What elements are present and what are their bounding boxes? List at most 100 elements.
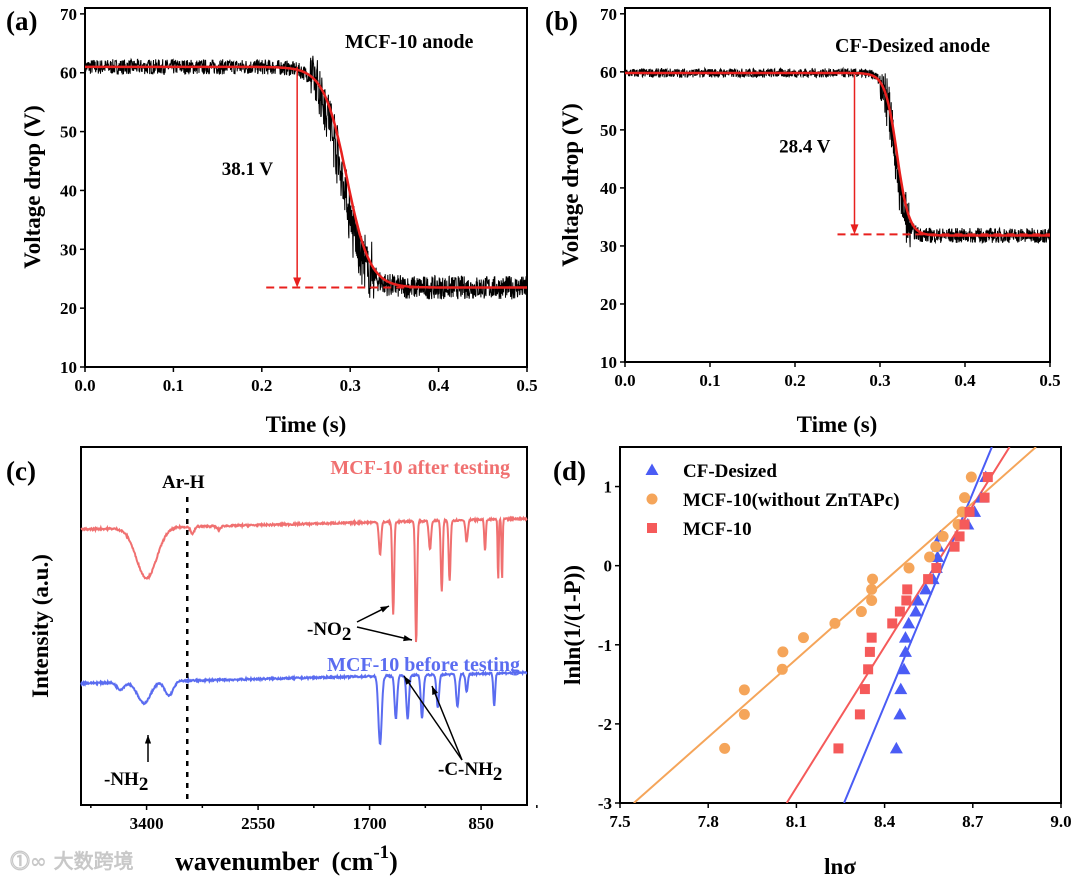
data-point-square	[864, 646, 875, 657]
data-point-triangle	[894, 682, 908, 695]
data-point-square	[866, 632, 877, 643]
legend-marker-square-icon	[647, 523, 657, 533]
annotation-arrow-head-icon	[403, 635, 412, 642]
x-tick-label: 9.0	[1050, 812, 1071, 831]
nh2-label: -NH2	[104, 769, 148, 795]
series-measured-line	[84, 55, 528, 300]
series-fit-line	[625, 71, 1050, 237]
no2-text: -NO	[307, 619, 342, 640]
spectrum-before-testing	[80, 669, 528, 746]
fit-line-square	[785, 447, 1011, 803]
y-tick-label: 40	[60, 181, 77, 200]
data-point-triangle	[919, 582, 933, 595]
y-tick-label: 70	[60, 5, 77, 24]
legend-after-testing: MCF-10 after testing	[330, 457, 510, 479]
data-point-square	[982, 472, 993, 483]
nh2-sub: 2	[139, 774, 149, 795]
y-tick-label: -2	[598, 715, 612, 734]
panel-b-frame	[624, 7, 1051, 363]
panel-a-ylabel: Voltage drop (V)	[20, 105, 45, 269]
x-tick-label: 0.1	[163, 376, 184, 395]
panel-b-xlabel: Time (s)	[797, 412, 878, 437]
data-point-square	[901, 595, 912, 606]
fit-line-triangle	[843, 447, 993, 803]
annotation-arrow-head-icon	[380, 606, 389, 613]
data-point-square	[859, 684, 870, 695]
spectrum-after-testing	[80, 515, 528, 643]
panel-a-frame	[84, 7, 528, 368]
data-point-circle	[937, 530, 949, 542]
series-fit-line	[85, 65, 527, 289]
data-point-triangle	[909, 605, 923, 617]
data-point-square	[863, 664, 874, 675]
data-point-circle	[829, 617, 841, 629]
x-tick-label: 2550	[241, 814, 275, 833]
y-tick-label: 40	[600, 179, 617, 198]
y-tick-label: -3	[598, 794, 612, 813]
data-point-circle	[738, 684, 750, 696]
y-tick-label: 70	[600, 5, 617, 24]
data-point-square	[964, 506, 975, 517]
no2-sub: 2	[342, 624, 352, 645]
x-tick-label: 0.0	[614, 371, 635, 390]
y-tick-label: 20	[60, 299, 77, 318]
legend-marker-triangle-icon	[645, 463, 659, 475]
data-point-circle	[866, 594, 878, 606]
panel-label-b: (b)	[545, 6, 578, 36]
y-tick-label: 20	[600, 295, 617, 314]
x-tick-label: 7.5	[609, 812, 630, 831]
data-point-circle	[867, 573, 879, 585]
panel-d-xlabel: lnσ	[824, 854, 856, 879]
annotation-arrow-line	[403, 675, 463, 761]
x-tick-label: 0.5	[516, 376, 537, 395]
x-tick-label: 850	[468, 814, 494, 833]
data-point-square	[959, 519, 970, 530]
voltage-drop-label: 28.4 V	[779, 137, 831, 158]
legend-label: MCF-10	[683, 519, 752, 540]
y-tick-label: 0	[604, 557, 613, 576]
x-tick-label: 0.4	[954, 371, 976, 390]
no2-label: -NO2	[307, 619, 351, 645]
panel-label-a: (a)	[6, 6, 37, 36]
x-tick-label: 0.0	[74, 376, 95, 395]
x-tick-label: 0.5	[1039, 371, 1060, 390]
data-point-square	[949, 541, 960, 552]
data-point-square	[954, 531, 965, 542]
x-tick-label: 0.3	[869, 371, 890, 390]
data-point-triangle	[902, 616, 916, 629]
panel-d-frame	[619, 446, 1062, 804]
y-tick-label: 30	[600, 237, 617, 256]
watermark-text: 大数跨境	[54, 849, 134, 873]
nh2-text: -NH	[104, 769, 139, 790]
cnh2-sub: 2	[493, 764, 503, 785]
voltage-drop-label: 38.1 V	[222, 159, 274, 180]
x-tick-label: 1700	[353, 814, 387, 833]
data-point-triangle	[893, 707, 907, 720]
data-point-triangle	[889, 741, 903, 754]
data-point-square	[902, 584, 913, 595]
data-point-square	[931, 563, 942, 574]
watermark: ⓵∞ 大数跨境	[10, 849, 134, 873]
data-point-circle	[903, 562, 915, 574]
data-point-square	[979, 492, 990, 503]
data-point-circle	[930, 541, 942, 553]
data-point-circle	[719, 742, 731, 754]
y-tick-label: 60	[600, 63, 617, 82]
data-point-circle	[965, 471, 977, 483]
legend-label: CF-Desized	[683, 461, 777, 482]
panel-b-ylabel: Voltage drop (V)	[558, 103, 583, 267]
panel-d-ylabel: lnln(1/(1-P))	[560, 565, 585, 685]
panel-c-ylabel: Intensity (a.u.)	[28, 554, 53, 698]
annotation-arrow-line	[431, 685, 463, 761]
cnh2-label: -C-NH2	[438, 759, 502, 785]
annotation-arrow-head-icon	[404, 676, 412, 685]
data-point-square	[894, 606, 905, 617]
x-tick-label: 3400	[130, 814, 164, 833]
panel-a-xlabel: Time (s)	[266, 412, 347, 437]
y-tick-label: 10	[60, 358, 77, 377]
xlabel-close: )	[389, 847, 398, 876]
data-point-square	[923, 574, 934, 585]
panel-b-title: CF-Desized anode	[835, 35, 990, 57]
